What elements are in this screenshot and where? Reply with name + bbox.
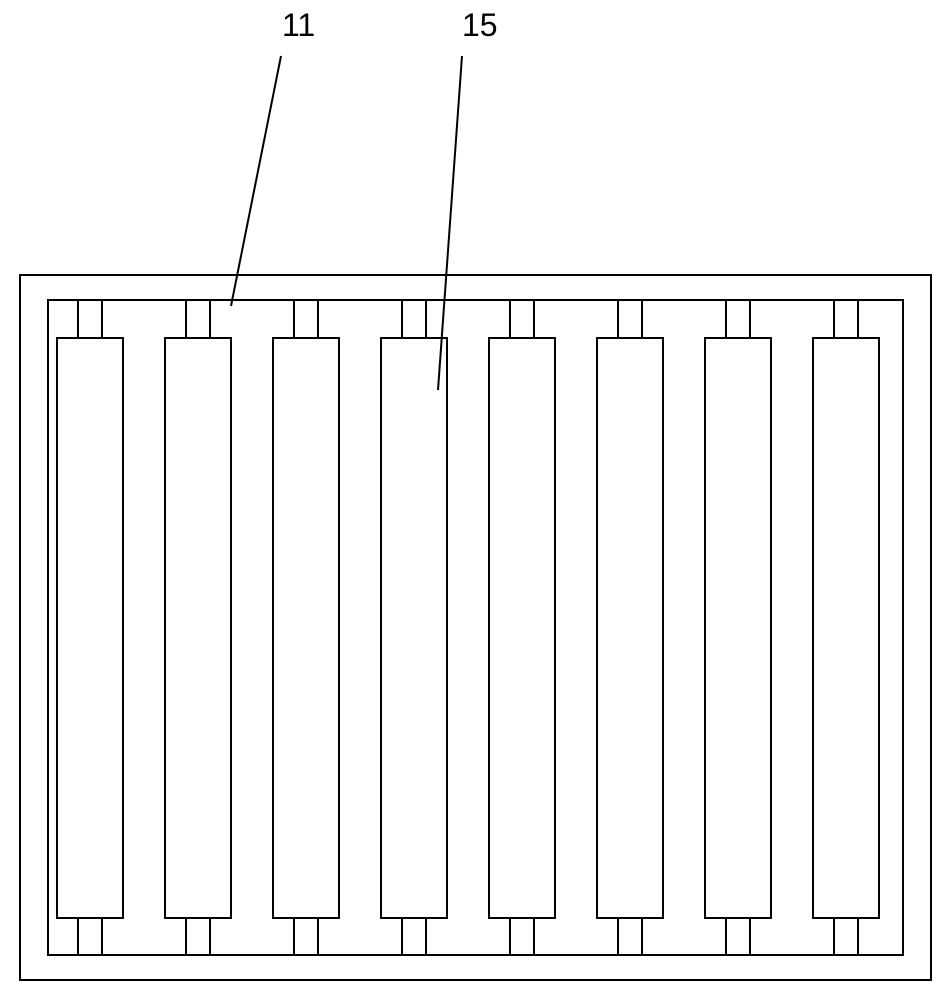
roller-body-3 <box>381 338 447 918</box>
roller-body-4 <box>489 338 555 918</box>
leader-line-1 <box>438 56 462 390</box>
roller-body-0 <box>57 338 123 918</box>
roller-body-5 <box>597 338 663 918</box>
leader-line-0 <box>231 56 281 306</box>
roller-body-7 <box>813 338 879 918</box>
outer-frame <box>20 275 931 980</box>
roller-body-2 <box>273 338 339 918</box>
roller-body-1 <box>165 338 231 918</box>
schematic-svg: 11 15 <box>0 0 951 1000</box>
callout-label-11: 11 <box>282 7 315 43</box>
inner-frame <box>48 300 903 955</box>
roller-body-6 <box>705 338 771 918</box>
callout-label-15: 15 <box>462 7 498 43</box>
diagram-container: 11 15 <box>0 0 951 1000</box>
